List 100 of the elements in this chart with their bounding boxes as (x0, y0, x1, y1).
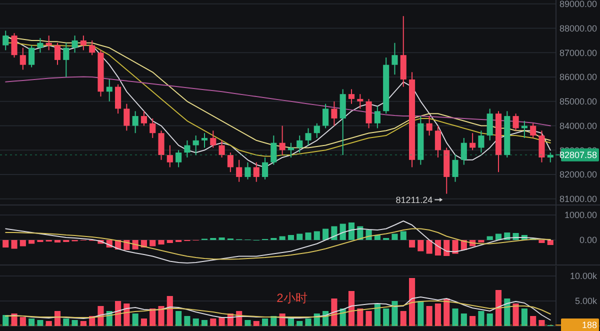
y-tick-label: 89000.00 (559, 0, 597, 10)
bar (547, 240, 554, 245)
bar (486, 236, 493, 240)
bar (210, 318, 216, 326)
y-tick-label: 84000.00 (559, 120, 597, 131)
candlestick (314, 122, 320, 138)
bar (150, 308, 156, 326)
bar (2, 240, 9, 248)
candlestick (218, 140, 225, 158)
annotation: 2小时 (276, 291, 308, 305)
bar (158, 240, 164, 244)
bar (512, 304, 519, 326)
bar (374, 304, 380, 326)
bar (305, 232, 312, 240)
candlestick (322, 103, 329, 129)
y-tick-label: 10.00k (570, 271, 598, 282)
candlestick (227, 152, 234, 173)
candlestick (20, 47, 26, 70)
bar (495, 290, 502, 326)
bar (28, 240, 35, 244)
bar (296, 321, 303, 326)
candlestick (244, 162, 251, 180)
candlestick (426, 116, 432, 136)
bar (409, 240, 416, 248)
annotation: 81211.24 (396, 194, 433, 205)
bar (374, 235, 380, 240)
bar (538, 320, 545, 326)
candlestick (2, 30, 9, 51)
candlestick (331, 100, 338, 126)
bar (150, 240, 156, 246)
candlestick (470, 132, 476, 151)
bar (538, 240, 545, 243)
candlestick (46, 35, 52, 51)
candlestick (288, 142, 294, 158)
bar (348, 222, 355, 240)
candlestick (279, 125, 286, 156)
bar (357, 308, 364, 326)
y-tick-label: 87000.00 (559, 48, 597, 58)
candlestick (547, 152, 554, 163)
bar (176, 311, 182, 326)
line-series (5, 228, 551, 260)
candlestick (115, 84, 122, 114)
candlestick (28, 44, 35, 68)
bar (166, 296, 173, 326)
candlestick (374, 106, 380, 129)
bar (20, 317, 26, 326)
candlestick (262, 156, 268, 180)
bar (158, 306, 164, 326)
bar (296, 234, 303, 240)
y-tick-label: 86000.00 (559, 72, 597, 82)
candlestick (11, 32, 18, 58)
candlestick (357, 94, 364, 110)
bar (132, 314, 138, 326)
bar (434, 240, 441, 256)
candlestick (434, 125, 441, 158)
bar (288, 235, 294, 240)
bar (478, 311, 484, 326)
bar (348, 291, 355, 326)
candlestick (538, 130, 545, 163)
bar (201, 320, 208, 326)
bar (392, 234, 398, 240)
candlestick (460, 137, 467, 166)
candlestick (486, 108, 493, 141)
candlestick (305, 128, 312, 146)
bar (530, 316, 536, 326)
bar (444, 298, 450, 326)
candlestick (184, 140, 190, 158)
bar (400, 231, 406, 240)
candlestick (140, 110, 147, 126)
candlestick (210, 130, 216, 148)
bar (63, 318, 70, 326)
bar (504, 298, 510, 326)
candlestick (512, 113, 519, 132)
candlestick (63, 42, 70, 78)
y-tick-label: 88000.00 (559, 23, 597, 34)
bar (46, 321, 52, 326)
bar (452, 240, 458, 254)
bar (322, 228, 329, 240)
bar (166, 240, 173, 243)
candlestick (150, 118, 156, 138)
candlestick (54, 42, 61, 66)
y-tick-label: 0.00 (579, 235, 597, 246)
candlestick (270, 135, 277, 166)
candlestick (366, 98, 372, 129)
candlestick (124, 103, 130, 132)
y-tick-label: 85000.00 (559, 96, 597, 107)
bar (366, 311, 372, 326)
bar (383, 308, 390, 326)
bar (452, 308, 458, 326)
bar (253, 321, 260, 326)
bar (409, 278, 416, 326)
candlestick (89, 40, 96, 56)
candlestick (392, 42, 398, 76)
candlestick (530, 122, 536, 138)
bar (418, 240, 424, 252)
candlestick (106, 78, 112, 102)
bar (426, 240, 432, 254)
bar (2, 315, 9, 326)
bar (28, 318, 35, 326)
candlestick (72, 35, 78, 54)
